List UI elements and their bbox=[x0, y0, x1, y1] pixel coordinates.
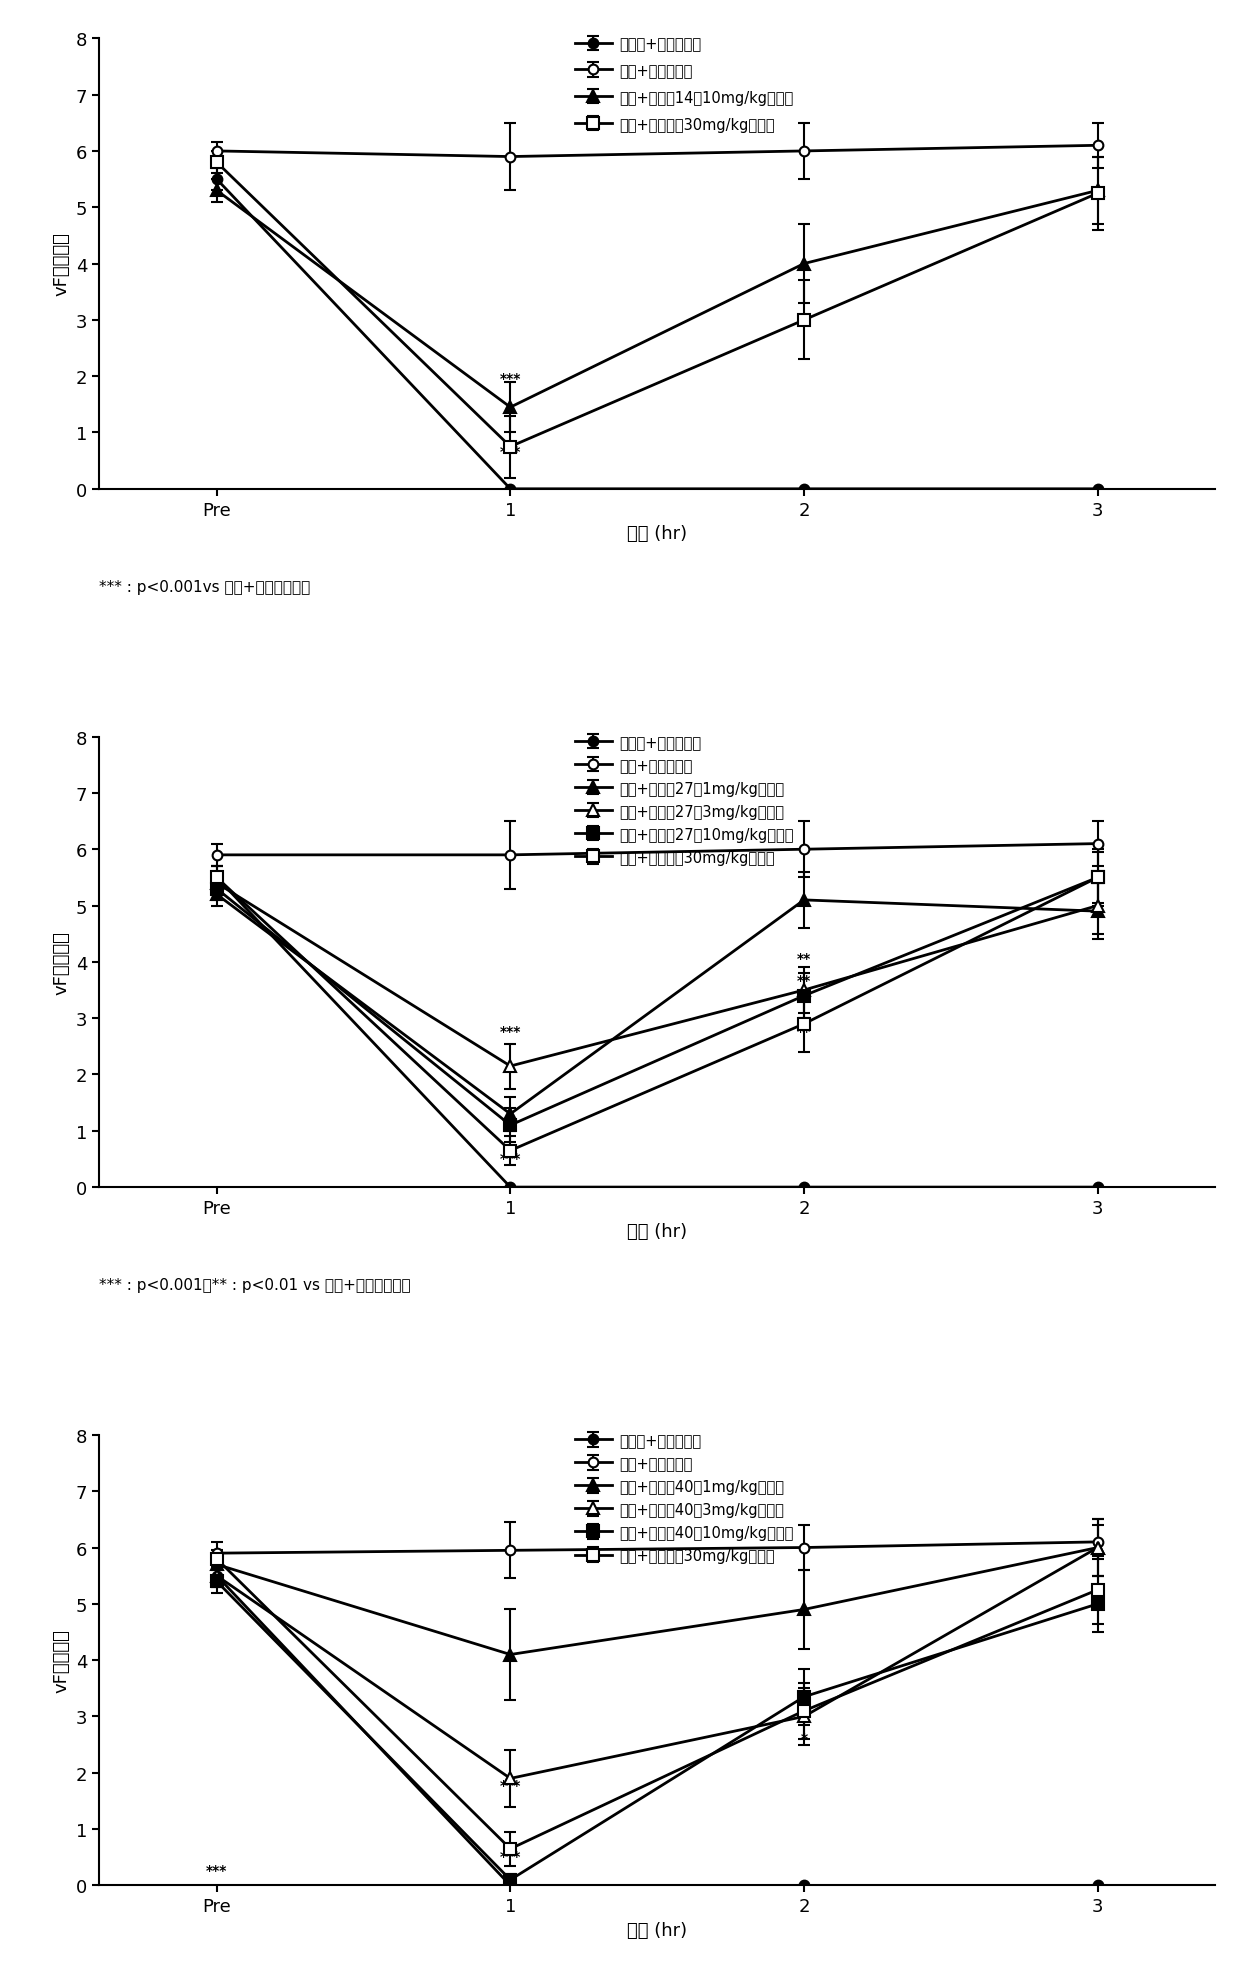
Text: ***: *** bbox=[500, 371, 521, 385]
Text: ***: *** bbox=[500, 1151, 521, 1165]
Y-axis label: vF测试记分: vF测试记分 bbox=[52, 1628, 71, 1693]
Text: ***: *** bbox=[206, 1864, 227, 1878]
Text: **: ** bbox=[797, 951, 811, 964]
Y-axis label: vF测试记分: vF测试记分 bbox=[52, 232, 71, 297]
Text: **: ** bbox=[797, 1025, 811, 1039]
Legend: 假手术+溶剂，口服, 结扎+溶剂，口服, 结扎+实施例40，1mg/kg，口服, 结扎+实施例40，3mg/kg，口服, 结扎+实施例40，10mg/kg，口服: 假手术+溶剂，口服, 结扎+溶剂，口服, 结扎+实施例40，1mg/kg，口服,… bbox=[569, 1428, 799, 1569]
X-axis label: 时间 (hr): 时间 (hr) bbox=[627, 524, 687, 542]
Legend: 假手术+溶剂，口服, 结扎+溶剂，口服, 结扎+实施例14，10mg/kg，口服, 结扎+加巴噴丐30mg/kg，口服: 假手术+溶剂，口服, 结扎+溶剂，口服, 结扎+实施例14，10mg/kg，口服… bbox=[569, 31, 799, 137]
X-axis label: 时间 (hr): 时间 (hr) bbox=[627, 1224, 687, 1241]
Text: *** : p<0.001、** : p<0.01 vs 结扎+施用溶剂的组: *** : p<0.001、** : p<0.01 vs 结扎+施用溶剂的组 bbox=[99, 1277, 410, 1292]
Text: *: * bbox=[801, 1730, 807, 1744]
Text: ***: *** bbox=[500, 1779, 521, 1793]
Text: **: ** bbox=[797, 974, 811, 988]
Legend: 假手术+溶剂，口服, 结扎+溶剂，口服, 结扎+实施例27，1mg/kg，口服, 结扎+实施例27，3mg/kg，口服, 结扎+实施例27，10mg/kg，口服: 假手术+溶剂，口服, 结扎+溶剂，口服, 结扎+实施例27，1mg/kg，口服,… bbox=[569, 731, 800, 872]
Y-axis label: vF测试记分: vF测试记分 bbox=[52, 931, 71, 994]
Text: ***: *** bbox=[500, 444, 521, 460]
Text: ***: *** bbox=[500, 1025, 521, 1039]
X-axis label: 时间 (hr): 时间 (hr) bbox=[627, 1921, 687, 1938]
Text: *: * bbox=[801, 1711, 807, 1724]
Text: *** : p<0.001vs 结扎+施用溶剂的组: *** : p<0.001vs 结扎+施用溶剂的组 bbox=[99, 579, 310, 595]
Text: ***: *** bbox=[500, 1848, 521, 1864]
